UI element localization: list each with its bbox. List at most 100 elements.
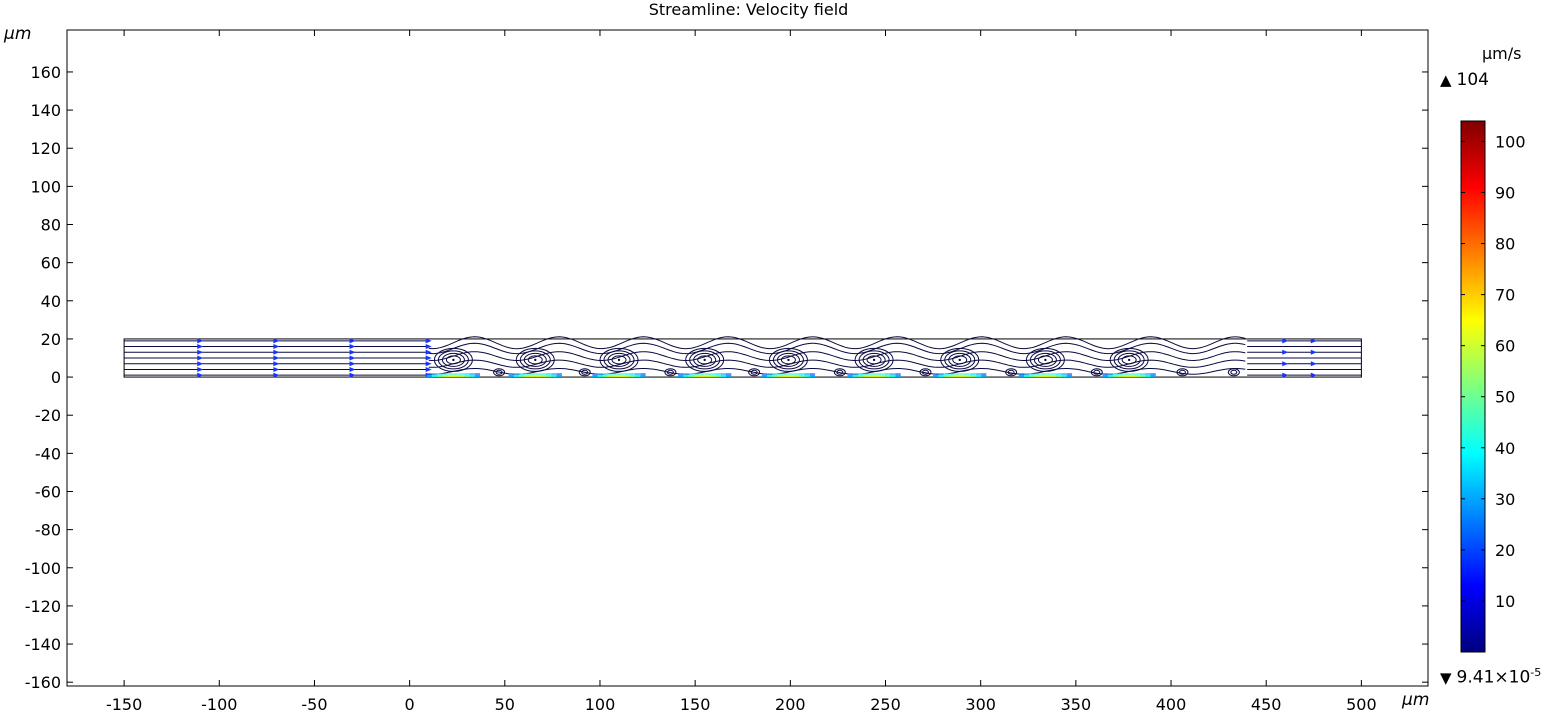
vortex-streamline: [866, 355, 882, 365]
flow-arrow: [425, 361, 432, 367]
transit-streamline: [428, 359, 1246, 368]
vortex-streamline: [944, 350, 976, 370]
colorbar-tick-label: 10: [1495, 592, 1515, 611]
y-tick-label: -100: [25, 559, 61, 578]
vortex-streamline: [776, 352, 800, 367]
y-tick-label: -60: [35, 482, 61, 501]
flow-arrow: [349, 344, 356, 350]
flow-arrow: [1282, 361, 1289, 367]
vortex-streamline: [862, 352, 886, 367]
y-tick-label: 0: [51, 368, 61, 387]
flow-arrow: [197, 338, 204, 344]
small-vortex-streamline: [833, 368, 846, 377]
vortex-core: [534, 358, 537, 362]
flow-arrow: [349, 338, 356, 344]
colorbar-ticks: 10 20 30 40 50 60 70 80 90 100: [1461, 132, 1526, 611]
vortex-core: [787, 358, 790, 362]
small-vortex-streamline: [1093, 369, 1101, 375]
y-tick-label: 120: [30, 139, 61, 158]
vortex-streamline: [854, 347, 894, 372]
small-vortex-streamline: [1176, 368, 1189, 377]
small-vortex-streamline: [748, 368, 761, 377]
flow-arrow: [425, 366, 432, 372]
colorbar-tick-label: 60: [1495, 337, 1515, 356]
flow-arrow: [273, 344, 280, 350]
streamlines: [124, 336, 1362, 378]
flow-arrow: [425, 355, 432, 361]
small-vortex-streamline: [495, 369, 503, 375]
flow-arrow: [197, 366, 204, 372]
colorbar-tick-label: 40: [1495, 439, 1515, 458]
small-vortex-streamline: [1090, 368, 1103, 377]
y-tick-label: 20: [41, 330, 61, 349]
x-tick-label: -50: [301, 695, 327, 714]
small-vortex-streamline: [750, 369, 758, 375]
vortex-streamline: [685, 347, 725, 372]
flow-arrow: [1310, 349, 1317, 355]
transit-streamline: [428, 351, 1246, 362]
small-vortex-streamline: [921, 369, 929, 375]
vortex-core: [703, 358, 706, 362]
plot-frame: [66, 29, 1429, 687]
x-tick-label: 250: [870, 695, 901, 714]
vortex-streamline: [519, 350, 551, 370]
vortex-streamline: [603, 350, 635, 370]
vortex-streamline: [772, 350, 804, 370]
vortex-streamline: [1117, 352, 1141, 367]
vortex-streamline: [599, 347, 639, 372]
vortex-streamline: [445, 355, 461, 365]
x-tick-label: 500: [1346, 695, 1377, 714]
vortex-streamline: [523, 352, 547, 367]
transit-streamline: [428, 342, 1246, 355]
y-tick-label: 80: [41, 216, 61, 235]
small-vortex-streamline: [1178, 369, 1186, 375]
vortex-streamline: [693, 352, 717, 367]
colorbar: [1460, 120, 1486, 653]
flow-arrow: [425, 344, 432, 350]
flow-arrow: [349, 355, 356, 361]
vortex-core: [958, 358, 961, 362]
small-vortex-streamline: [919, 368, 932, 377]
y-axis: -160 -140 -120 -100 -80 -60 -40 -20 0 20 40 60 80 100…: [25, 63, 1428, 692]
colorbar-unit-label: µm/s: [1482, 44, 1522, 63]
x-axis: -150 -100 -50 0 50 100 150 200 250 300 350 400 450 50…: [106, 30, 1377, 714]
flow-arrow: [425, 338, 432, 344]
small-vortex-streamline: [666, 369, 674, 375]
vortex-streamline: [1113, 350, 1145, 370]
y-tick-label: -160: [25, 673, 61, 692]
small-vortex-streamline: [581, 369, 589, 375]
flow-arrow: [273, 366, 280, 372]
vortex-streamline: [1121, 355, 1137, 365]
y-axis-unit-label: µm: [4, 24, 32, 44]
y-tick-label: 160: [30, 63, 61, 82]
chart-title: Streamline: Velocity field: [648, 0, 849, 19]
vortex-streamline: [1025, 347, 1065, 372]
flow-arrow: [1310, 338, 1317, 344]
x-tick-label: 150: [680, 695, 711, 714]
colorbar-min-label: ▼ 9.41×10-5: [1440, 666, 1542, 688]
colorbar-tick-label: 30: [1495, 490, 1515, 509]
vortex-streamline: [527, 355, 543, 365]
flow-arrow: [1282, 372, 1289, 378]
vortex-core: [1127, 358, 1131, 362]
vortex-streamline: [1109, 347, 1149, 372]
small-vortex-streamline: [1005, 368, 1018, 377]
y-tick-label: -80: [35, 521, 61, 540]
flow-arrow: [197, 349, 204, 355]
flow-arrow: [349, 349, 356, 355]
vortex-streamline: [515, 347, 555, 372]
vortex-core: [1044, 358, 1047, 362]
flow-arrow: [197, 361, 204, 367]
small-vortex-streamline: [1227, 368, 1240, 377]
vortex-streamline: [1037, 355, 1053, 365]
flow-arrow: [425, 349, 432, 355]
vortex-streamline: [780, 355, 796, 365]
small-vortex-streamline: [664, 368, 677, 377]
small-vortex-streamline: [578, 368, 591, 377]
vortex-streamline: [437, 350, 469, 370]
y-tick-label: -40: [35, 444, 61, 463]
y-tick-label: 40: [41, 292, 61, 311]
flow-arrow: [273, 372, 280, 378]
small-vortex-streamline: [1007, 369, 1015, 375]
